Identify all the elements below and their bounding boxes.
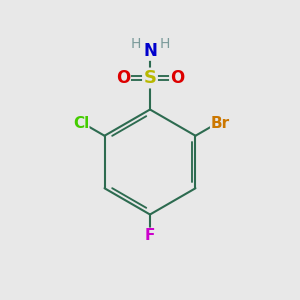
Text: Cl: Cl	[73, 116, 89, 130]
Text: O: O	[116, 69, 130, 87]
Text: H: H	[130, 37, 141, 50]
Text: Br: Br	[210, 116, 230, 130]
Text: S: S	[143, 69, 157, 87]
Text: O: O	[170, 69, 184, 87]
Text: H: H	[159, 37, 170, 50]
Text: N: N	[143, 42, 157, 60]
Text: F: F	[145, 228, 155, 243]
